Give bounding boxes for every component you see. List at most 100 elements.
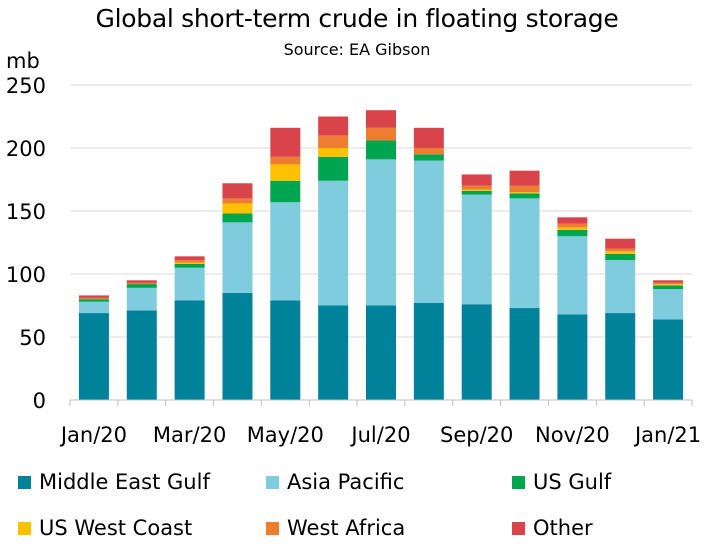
legend-item-middle-east-gulf: Middle East Gulf xyxy=(18,470,210,494)
bar-segment xyxy=(318,148,349,157)
bar-segment xyxy=(509,308,540,400)
bar-segment xyxy=(318,305,349,400)
legend-label: US West Coast xyxy=(39,516,193,540)
bar-segment xyxy=(270,300,301,400)
x-tick-label: Sep/20 xyxy=(440,423,513,447)
bar-segment xyxy=(78,295,109,298)
bar-segment xyxy=(126,284,157,288)
legend-swatch xyxy=(512,521,525,535)
bar-segment xyxy=(222,203,253,214)
legend-label: West Africa xyxy=(287,516,406,540)
y-tick-label: 100 xyxy=(6,263,46,287)
legend-item-asia-pacific: Asia Pacific xyxy=(266,470,404,494)
bar-segment xyxy=(270,202,301,301)
bar-segment xyxy=(413,154,444,161)
bar-segment xyxy=(557,236,588,315)
legend-item-us-gulf: US Gulf xyxy=(512,470,611,494)
x-tick-label: Jan/20 xyxy=(59,423,127,447)
bar-segment xyxy=(557,217,588,224)
chart-subtitle: Source: EA Gibson xyxy=(283,40,431,59)
bar-segment xyxy=(605,313,636,400)
bar-segment xyxy=(461,185,492,190)
bar-segment xyxy=(605,238,636,249)
bar-segment xyxy=(605,248,636,252)
legend-item-us-west-coast: US West Coast xyxy=(18,516,192,540)
y-tick-label: 150 xyxy=(6,200,46,224)
bar-segment xyxy=(174,262,205,264)
bar-segment xyxy=(653,284,684,286)
bar-segment xyxy=(270,156,301,165)
legend-swatch xyxy=(512,475,525,489)
bar-segment xyxy=(270,127,301,157)
bar-segment xyxy=(557,229,588,237)
bar-segment xyxy=(222,198,253,204)
bar-segment xyxy=(126,280,157,283)
bar-segment xyxy=(653,282,684,285)
y-tick-label: 200 xyxy=(6,137,46,161)
bar-segment xyxy=(461,189,492,191)
legend-label: Middle East Gulf xyxy=(39,470,210,494)
y-tick-label: 0 xyxy=(33,389,46,413)
bar-segment xyxy=(366,305,396,400)
bar-segment xyxy=(174,300,205,400)
bar-segment xyxy=(318,180,349,306)
bar-segment xyxy=(509,193,540,199)
bar-segment xyxy=(318,156,349,181)
legend-swatch xyxy=(18,475,31,489)
bar-segment xyxy=(270,164,301,181)
legend-swatch xyxy=(266,521,279,535)
bar-segment xyxy=(413,148,444,155)
bar-segment xyxy=(126,287,157,311)
x-tick-label: Jan/21 xyxy=(633,423,701,447)
legend-label: Other xyxy=(533,516,593,540)
bar-segment xyxy=(174,256,205,261)
bar-segment xyxy=(461,194,492,305)
bar-segment xyxy=(461,304,492,400)
chart-title: Global short-term crude in floating stor… xyxy=(95,4,619,33)
bar-segment xyxy=(318,116,349,136)
bar-segment xyxy=(366,127,396,141)
y-tick-label: 50 xyxy=(19,326,46,350)
bar-segment xyxy=(653,285,684,290)
bar-segment xyxy=(78,301,109,314)
bar-segment xyxy=(509,198,540,309)
bar-segment xyxy=(126,282,157,285)
bar-segment xyxy=(222,183,253,199)
bar-segment xyxy=(509,185,540,193)
y-tick-label: 250 xyxy=(6,74,46,98)
bar-segment xyxy=(222,292,253,400)
legend-item-other: Other xyxy=(512,516,593,540)
bar-segment xyxy=(366,159,396,306)
bar-segment xyxy=(174,260,205,263)
bar-segment xyxy=(461,174,492,186)
bar-segment xyxy=(126,310,157,400)
legend-item-west-africa: West Africa xyxy=(266,516,405,540)
bar-segment xyxy=(413,127,444,148)
bar-segment xyxy=(653,289,684,320)
bar-segment xyxy=(78,313,109,400)
bar-segment xyxy=(653,280,684,283)
bar-segment xyxy=(509,192,540,194)
x-tick-label: Mar/20 xyxy=(153,423,226,447)
x-tick-label: Jul/20 xyxy=(349,423,410,447)
chart-legend: Middle East Gulf Asia Pacific US Gulf US… xyxy=(0,462,714,550)
bar-segment xyxy=(557,227,588,230)
bar-segment xyxy=(78,299,109,302)
bar-segment xyxy=(557,223,588,228)
bar-segment xyxy=(222,222,253,293)
legend-label: Asia Pacific xyxy=(287,470,405,494)
x-tick-label: May/20 xyxy=(247,423,324,447)
bar-segment xyxy=(318,135,349,148)
bar-segment xyxy=(174,263,205,268)
y-axis-label: mb xyxy=(6,49,40,73)
bar-segment xyxy=(461,190,492,195)
bar-segment xyxy=(605,260,636,314)
bar-segment xyxy=(270,180,301,203)
bar-segment xyxy=(413,302,444,400)
legend-swatch xyxy=(18,521,31,535)
legend-label: US Gulf xyxy=(533,470,612,494)
bar-segment xyxy=(509,170,540,186)
bar-segment xyxy=(653,319,684,400)
bar-segment xyxy=(413,160,444,303)
